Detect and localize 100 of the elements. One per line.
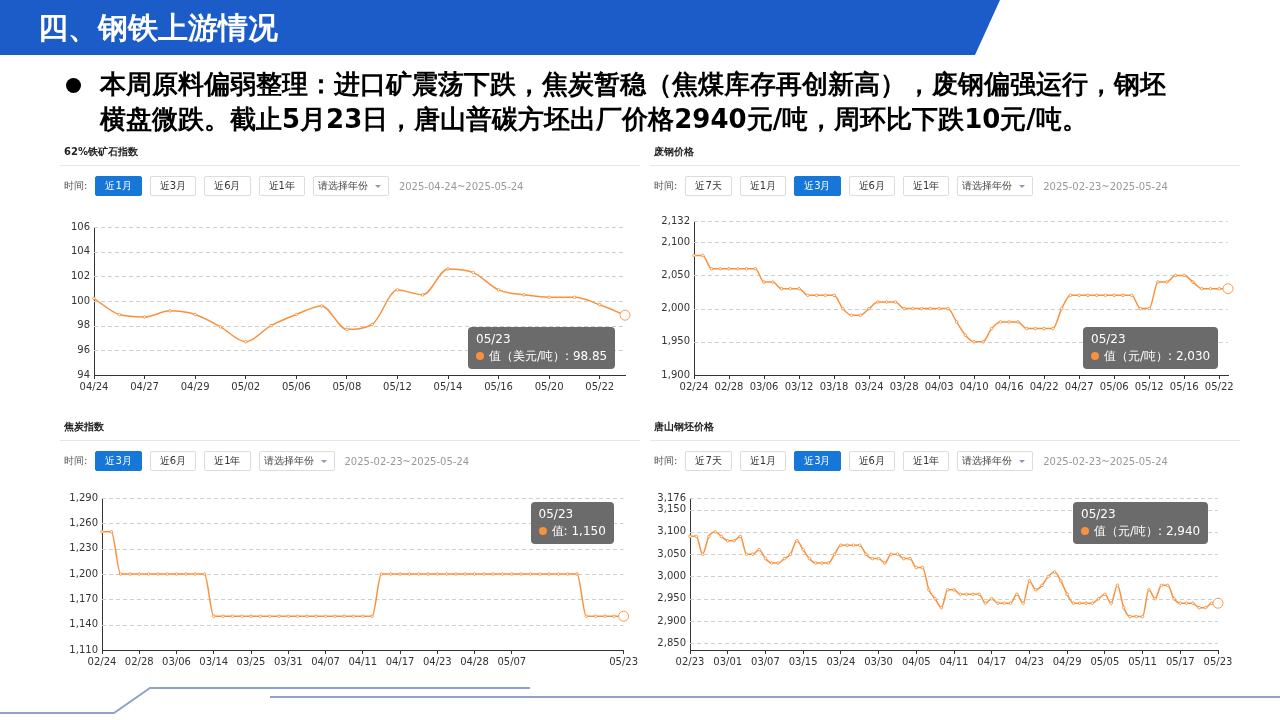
x-tick-label: 02/28 xyxy=(714,380,744,392)
x-tick-label: 02/23 xyxy=(675,655,705,667)
chart-title: 62%铁矿石指数 xyxy=(64,145,138,159)
x-tick-label: 03/01 xyxy=(713,655,743,667)
x-tick-label: 03/31 xyxy=(273,655,303,667)
x-tick-label: 05/06 xyxy=(1099,380,1129,392)
time-range-button: 近1年 xyxy=(258,176,305,196)
chart-title: 废钢价格 xyxy=(654,145,694,159)
text: 四、钢铁上游情况 xyxy=(38,10,278,46)
y-tick-label: 102 xyxy=(70,269,90,281)
x-tick-label: 03/06 xyxy=(749,380,779,392)
text: 时间: xyxy=(654,179,678,193)
x-tick-label: 04/29 xyxy=(1052,655,1082,667)
annotation: 值: 1,150 xyxy=(551,524,606,538)
x-tick-label: 04/11 xyxy=(939,655,969,667)
x-tick-label: 04/24 xyxy=(79,380,109,392)
x-tick-label: 05/23 xyxy=(609,655,638,667)
annotation: 值（元/吨）: 2,940 xyxy=(1094,524,1201,538)
x-tick-label: 03/25 xyxy=(236,655,266,667)
text: 本周原料偏弱整理：进口矿震荡下跌，焦炭暂稳（焦煤库存再创新高），废钢偏强运行，钢坯横盘微跌。截止5月23日，唐山普碳方坯出厂价格2940元/吨，周环比下跌10元/吨。 xyxy=(100,68,1167,136)
y-tick-label: 2,900 xyxy=(657,614,686,626)
x-tick-label: 03/15 xyxy=(788,655,818,667)
x-tick-label: 05/08 xyxy=(332,380,362,392)
y-tick-label: 1,110 xyxy=(69,643,98,655)
text: 2025-02-23~2025-05-24 xyxy=(1043,455,1168,467)
annotation: 05/23 xyxy=(1081,506,1117,523)
chart-title: 唐山钢坯价格 xyxy=(654,420,714,434)
x-tick-label: 04/22 xyxy=(1029,380,1059,392)
x-tick-label: 05/12 xyxy=(383,380,412,392)
y-tick-label: 1,140 xyxy=(69,618,98,630)
x-tick-label: 04/27 xyxy=(1064,380,1094,392)
x-tick-label: 03/28 xyxy=(889,380,919,392)
x-tick-label: 05/14 xyxy=(433,380,463,392)
x-tick-label: 02/24 xyxy=(87,655,117,667)
time-range-button: 近6月 xyxy=(204,176,251,196)
x-tick-label: 04/23 xyxy=(1015,655,1044,667)
time-range-button: 近1年 xyxy=(902,451,950,471)
x-tick-label: 03/07 xyxy=(751,655,780,667)
time-range-button: 近6月 xyxy=(149,451,197,471)
x-tick-label: 03/12 xyxy=(784,380,814,392)
x-tick-label: 04/23 xyxy=(422,655,452,667)
x-tick-label: 04/17 xyxy=(385,655,415,667)
x-tick-label: 04/11 xyxy=(348,655,378,667)
text: 2025-02-23~2025-05-24 xyxy=(344,455,470,467)
x-tick-label: 03/24 xyxy=(826,655,856,667)
x-tick-label: 05/11 xyxy=(1128,655,1157,667)
x-tick-label: 04/28 xyxy=(460,655,489,667)
x-tick-label: 05/06 xyxy=(281,380,311,392)
y-tick-label: 1,230 xyxy=(69,542,98,554)
chart-title: 焦炭指数 xyxy=(64,420,104,434)
y-tick-label: 3,000 xyxy=(657,570,686,582)
time-range-button: 近7天 xyxy=(685,176,732,196)
tooltip: 05/23 值: 1,150 xyxy=(530,502,614,544)
tooltip: 05/23 值（美元/吨）: 98.85 xyxy=(468,327,616,369)
y-tick-label: 2,050 xyxy=(661,269,690,281)
y-tick-label: 100 xyxy=(70,294,90,306)
year-select-field: 请选择年份 xyxy=(957,176,1034,196)
y-tick-label: 1,260 xyxy=(69,516,98,528)
year-select-field: 请选择年份 xyxy=(258,451,335,471)
time-range-button: 近6月 xyxy=(848,176,895,196)
x-tick-label: 02/24 xyxy=(679,380,709,392)
time-range-button: 近1年 xyxy=(902,176,950,196)
x-tick-label: 05/16 xyxy=(484,380,513,392)
x-tick-label: 04/16 xyxy=(994,380,1024,392)
text: 2025-04-24~2025-05-24 xyxy=(398,180,524,192)
y-tick-label: 3,150 xyxy=(657,503,686,515)
y-tick-label: 96 xyxy=(77,343,90,355)
x-tick-label: 05/16 xyxy=(1169,380,1199,392)
y-tick-label: 106 xyxy=(70,220,90,232)
y-tick-label: 3,176 xyxy=(657,491,686,503)
time-range-button: 近3月 xyxy=(95,451,142,471)
y-tick-label: 1,290 xyxy=(69,491,98,503)
time-range-button: 近7天 xyxy=(685,451,732,471)
x-tick-label: 03/06 xyxy=(162,655,191,667)
time-range-button: 近3月 xyxy=(149,176,197,196)
y-tick-label: 94 xyxy=(77,368,90,380)
y-tick-label: 2,850 xyxy=(657,636,686,648)
x-tick-label: 05/23 xyxy=(1203,655,1233,667)
annotation: 值（元/吨）: 2,030 xyxy=(1104,349,1211,363)
x-tick-label: 05/02 xyxy=(231,380,261,392)
y-tick-label: 3,050 xyxy=(657,547,686,559)
annotation: 05/23 xyxy=(538,506,575,523)
y-tick-label: 104 xyxy=(70,245,90,257)
y-tick-label: 1,950 xyxy=(661,335,690,347)
y-tick-label: 1,900 xyxy=(661,368,690,380)
time-range-button: 近3月 xyxy=(794,176,841,196)
y-tick-label: 2,100 xyxy=(661,235,690,247)
time-range-button: 近6月 xyxy=(848,451,895,471)
y-tick-label: 2,000 xyxy=(661,302,690,314)
x-tick-label: 05/17 xyxy=(1165,655,1195,667)
time-range-button: 近1年 xyxy=(204,451,251,471)
time-range-button: 近3月 xyxy=(794,451,841,471)
text: 时间: xyxy=(64,179,88,193)
text: 时间: xyxy=(64,454,88,468)
time-range-button: 近1月 xyxy=(739,451,787,471)
time-range-button: 近1月 xyxy=(95,176,142,196)
x-tick-label: 05/07 xyxy=(497,655,527,667)
y-tick-label: 3,100 xyxy=(657,525,686,537)
x-tick-label: 03/30 xyxy=(864,655,893,667)
x-tick-label: 03/18 xyxy=(819,380,849,392)
